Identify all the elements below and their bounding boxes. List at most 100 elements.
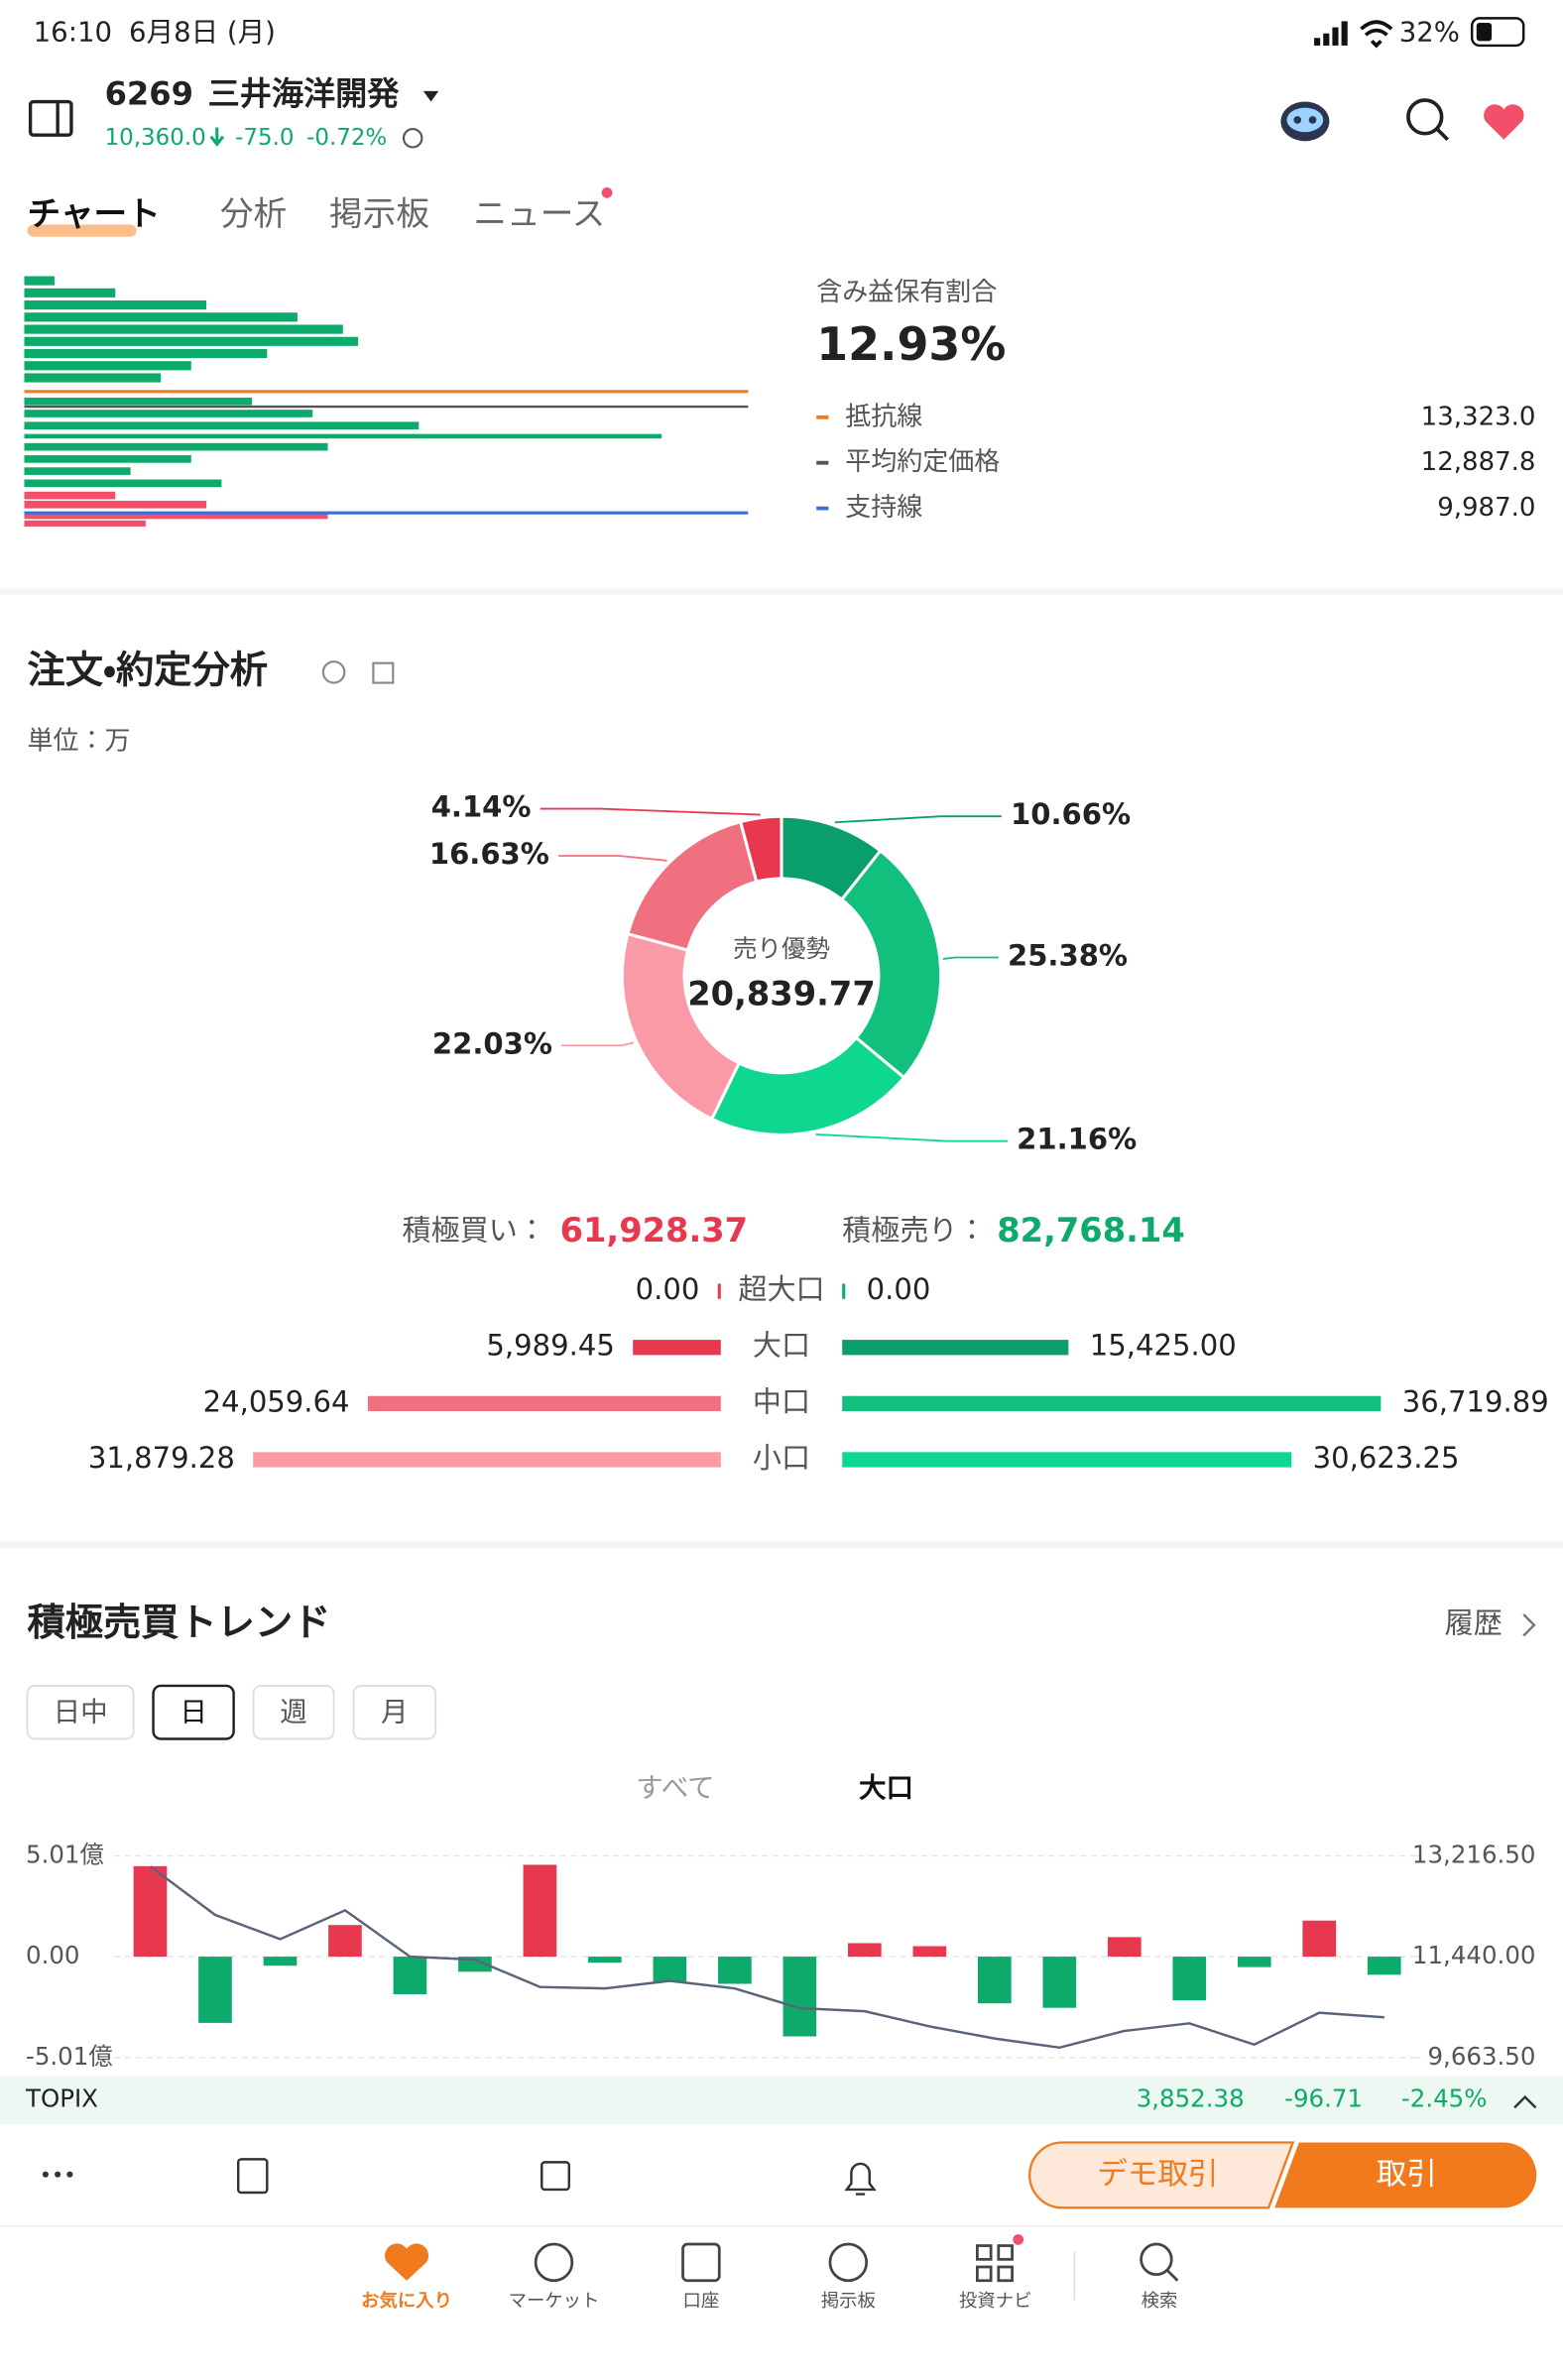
profile-title: 含み益保有割合	[816, 278, 997, 307]
bar	[1302, 1920, 1337, 1958]
legend-value: 9,987.0	[1437, 493, 1535, 523]
legend-name: 平均約定価格	[845, 447, 1000, 477]
chevron	[1522, 1613, 1536, 1637]
slice-label: 16.63%	[429, 837, 549, 871]
nav-item[interactable]: 投資ナビ	[959, 2291, 1031, 2312]
y-tick-label: -5.01億	[26, 2042, 113, 2071]
y-tick-label: 5.01億	[26, 1840, 104, 1868]
leader-line	[942, 956, 999, 960]
nav-item[interactable]: 口座	[683, 2291, 720, 2312]
period-button[interactable]	[352, 1685, 437, 1740]
tab[interactable]: ニュース	[473, 194, 605, 233]
bar	[393, 1957, 427, 1995]
nav-icon	[385, 2243, 429, 2281]
legend-value: 12,887.8	[1421, 447, 1536, 477]
stock-change: -75.0	[235, 125, 294, 151]
search-icon[interactable]	[1406, 98, 1444, 136]
history-link[interactable]: 履歴	[1445, 1606, 1503, 1640]
index-name: TOPIX	[25, 2084, 98, 2113]
signal-icon	[1314, 21, 1348, 46]
buy-value: 5,989.45	[486, 1329, 614, 1363]
share-icon[interactable]	[541, 2161, 571, 2192]
period-button[interactable]	[152, 1684, 235, 1740]
unit-label: 単位：万	[28, 727, 131, 757]
battery-icon	[1470, 17, 1525, 48]
demo-trade-button[interactable]	[1028, 2141, 1295, 2209]
sell-value: 30,623.25	[1313, 1441, 1460, 1475]
donut-slice	[709, 1035, 906, 1137]
wifi-icon	[1360, 20, 1393, 49]
nav-icon	[534, 2242, 574, 2283]
profile-value: 12.93%	[816, 317, 1006, 371]
nav-icon	[976, 2244, 1014, 2283]
sell-total-label: 積極売り：	[842, 1213, 986, 1247]
info-icon[interactable]	[321, 660, 346, 684]
buy-value: 24,059.64	[203, 1384, 350, 1418]
index-bar[interactable]	[0, 2076, 1563, 2125]
nav-icon	[1140, 2242, 1173, 2277]
buy-bar	[717, 1283, 721, 1299]
donut-center-label: 売り優勢	[733, 934, 830, 963]
nav-item[interactable]: お気に入り	[361, 2290, 452, 2312]
battery-pct: 32%	[1399, 17, 1460, 49]
dropdown-caret[interactable]	[422, 90, 439, 102]
alert-icon[interactable]	[844, 2162, 877, 2196]
donut-slice	[839, 848, 943, 1080]
section-title: 注文・約定分析	[28, 648, 269, 692]
y-tick-label: 0.00	[26, 1941, 79, 1969]
tab[interactable]: 掲示板	[329, 194, 429, 233]
donut-slice	[620, 931, 742, 1122]
more-icon[interactable]	[42, 2171, 73, 2178]
slice-label: 10.66%	[1011, 797, 1131, 831]
favorite-icon[interactable]	[1484, 104, 1524, 140]
nav-item[interactable]: 掲示板	[821, 2291, 876, 2312]
bar	[848, 1943, 882, 1958]
y2-tick-label: 9,663.50	[1427, 2042, 1535, 2071]
sell-value: 15,425.00	[1090, 1329, 1237, 1363]
leader-line	[815, 1132, 1008, 1142]
leader-line	[561, 1041, 635, 1047]
trade-button[interactable]	[1274, 2142, 1537, 2208]
bar	[1367, 1957, 1401, 1975]
bar	[912, 1946, 947, 1958]
nav-icon	[681, 2242, 721, 2283]
period-label: 日	[180, 1697, 207, 1728]
bar	[198, 1957, 232, 2023]
stock-name[interactable]: 三井海洋開発	[208, 74, 401, 112]
period-label: 日中	[54, 1697, 108, 1728]
volume-profile	[24, 276, 662, 527]
nav-item[interactable]: マーケット	[509, 2291, 600, 2312]
tab[interactable]: チャート	[28, 194, 161, 233]
bar	[1172, 1957, 1207, 2001]
leader-line	[558, 855, 667, 862]
filter-tab[interactable]: すべて	[636, 1772, 715, 1804]
section-divider	[0, 588, 1563, 595]
period-button[interactable]	[252, 1685, 335, 1740]
price-line	[149, 1865, 1384, 2050]
period-label: 月	[381, 1697, 409, 1728]
period-label: 週	[280, 1697, 307, 1728]
tab[interactable]: 分析	[220, 194, 287, 233]
period-button[interactable]	[26, 1685, 135, 1740]
sidebar-icon[interactable]	[28, 99, 73, 137]
search-icon-handle	[1435, 127, 1450, 142]
filter-tab[interactable]: 大口	[859, 1772, 913, 1804]
expand-caret[interactable]	[1513, 2094, 1537, 2109]
robot-icon[interactable]	[1280, 101, 1330, 142]
share-icon[interactable]	[372, 661, 395, 684]
bar	[1237, 1957, 1271, 1967]
buy-bar	[633, 1340, 721, 1356]
nav-icon	[1165, 2269, 1179, 2282]
down-arrow	[209, 127, 225, 147]
bar	[328, 1925, 362, 1958]
bar	[977, 1957, 1012, 2004]
sell-bar	[842, 1395, 1382, 1412]
leader-line	[834, 815, 1002, 824]
index-change: -96.71	[1284, 2084, 1363, 2113]
memo-icon[interactable]	[237, 2158, 269, 2195]
y2-tick-label: 11,440.00	[1412, 1941, 1536, 1969]
buy-value: 31,879.28	[88, 1441, 235, 1475]
battery-level	[1476, 22, 1493, 42]
nav-item[interactable]: 検索	[1142, 2291, 1178, 2312]
